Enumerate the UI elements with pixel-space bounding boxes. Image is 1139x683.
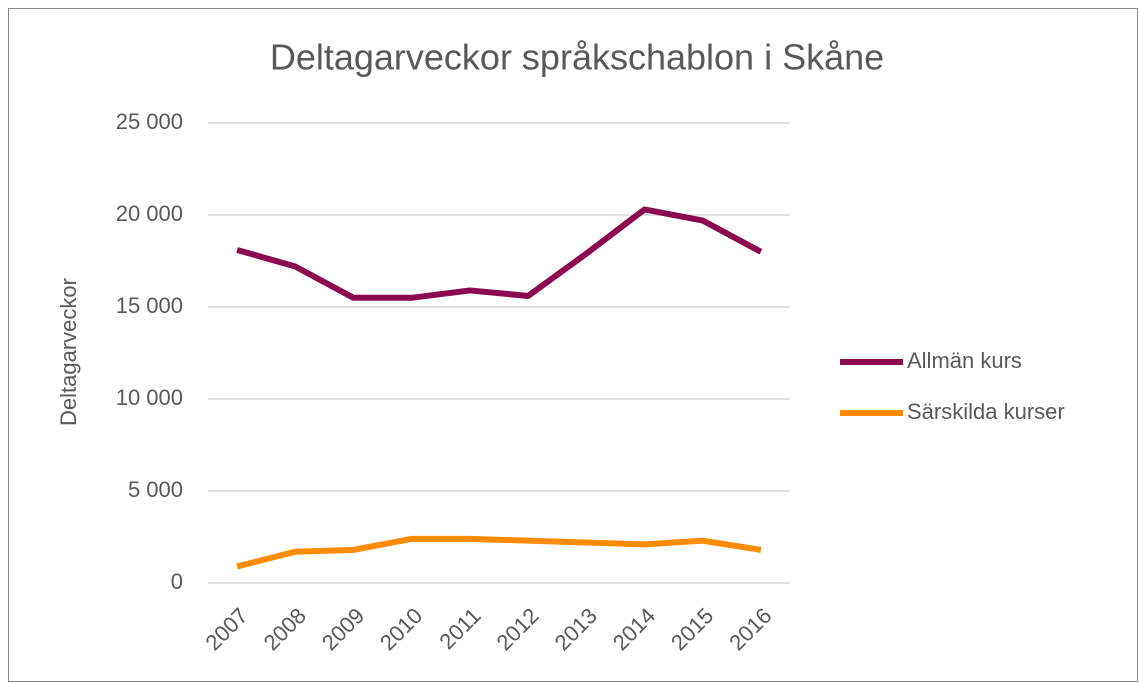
y-tick-label: 25 000 <box>116 109 183 134</box>
legend-label: Särskilda kurser <box>907 399 1065 424</box>
series-line <box>236 535 762 570</box>
y-tick-label: 20 000 <box>116 201 183 226</box>
series-line <box>236 206 763 301</box>
y-tick-label: 15 000 <box>116 293 183 318</box>
y-tick-label: 10 000 <box>116 385 183 410</box>
chart-border <box>8 8 1138 682</box>
y-tick-label: 5 000 <box>128 477 183 502</box>
chart-title: Deltagarveckor språkschablon i Skåne <box>270 37 884 78</box>
y-tick-label: 0 <box>171 569 183 594</box>
legend-label: Allmän kurs <box>907 348 1022 373</box>
y-axis-label: Deltagarveckor <box>56 278 81 426</box>
